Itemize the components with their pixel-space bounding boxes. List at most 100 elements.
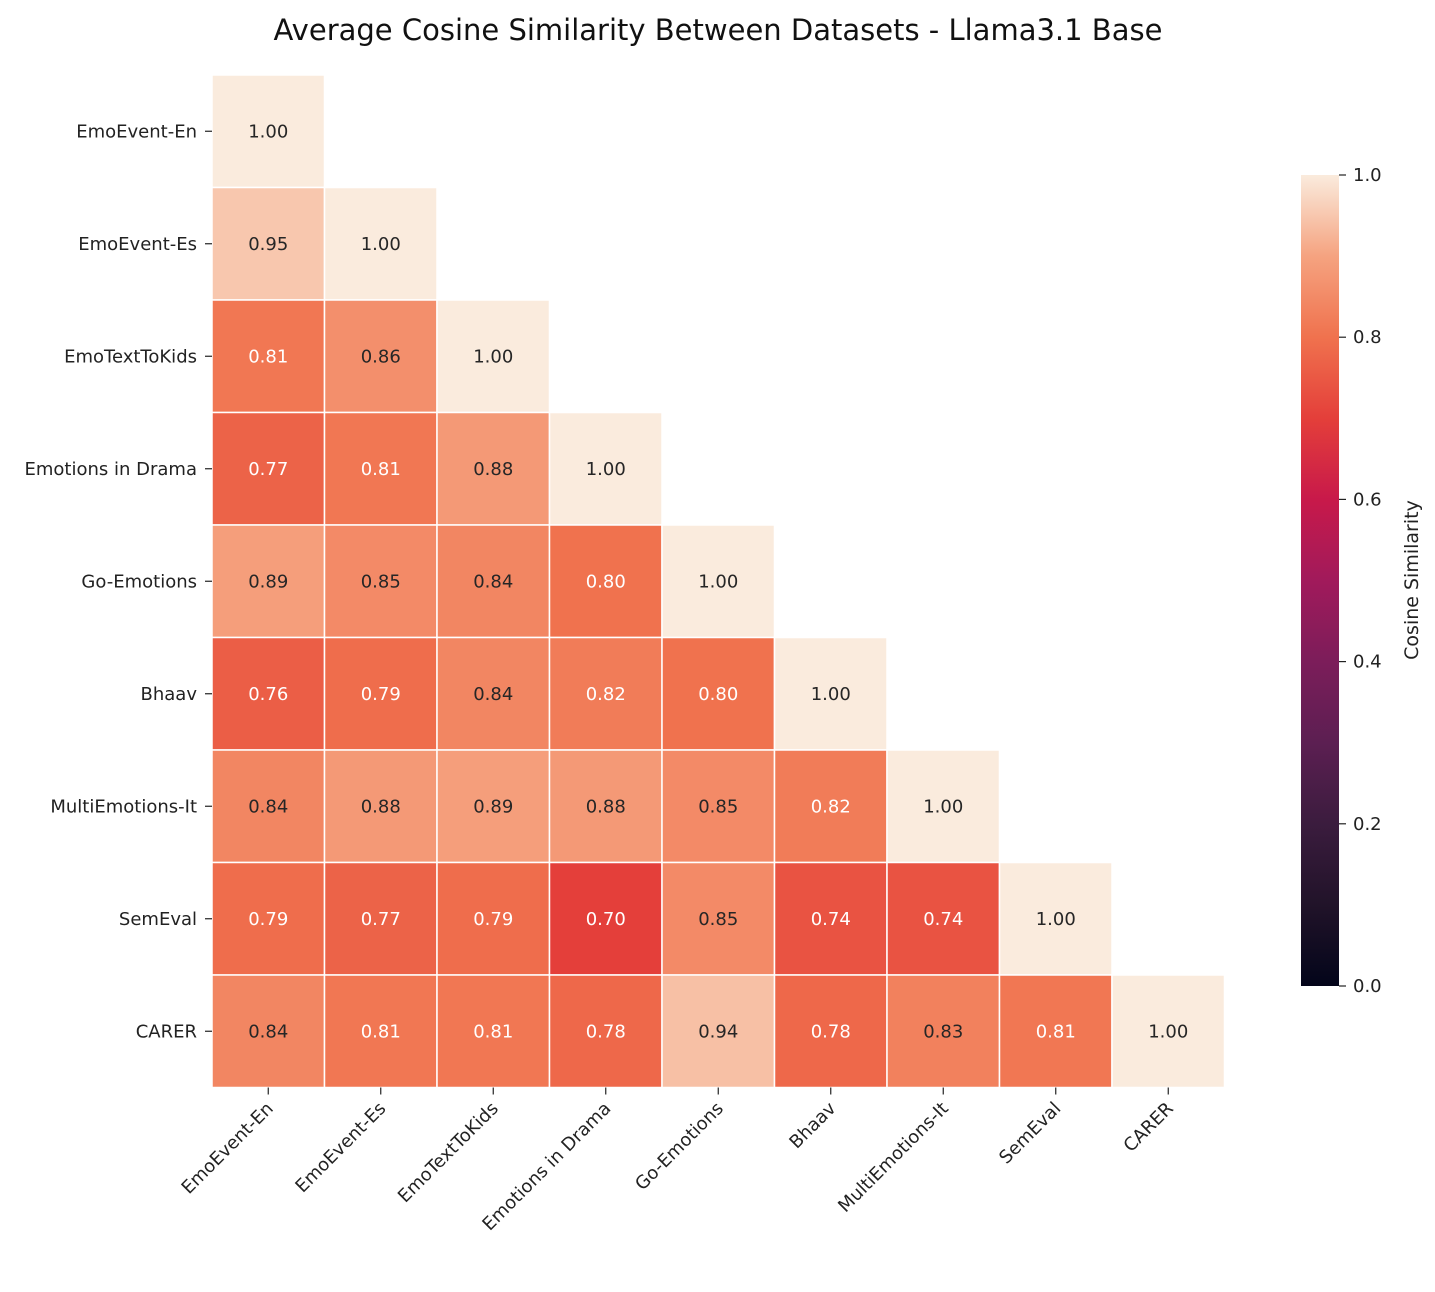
heatmap-cell-8-8: [1111, 974, 1226, 1089]
heatmap-cell-3-3: [548, 411, 663, 526]
cell-value-label-0-0: 1.00: [248, 121, 288, 142]
cell-value-label-8-1: 0.81: [361, 1021, 401, 1042]
cell-value-label-7-6: 0.74: [923, 909, 963, 930]
heatmap-cells: 1.00 0.95 1.00 0.81 0.86 1.00 0.77 0.81 0.88 1.00…: [211, 74, 1226, 1089]
cell-value-label-5-1: 0.79: [361, 684, 401, 705]
heatmap-cell-8-3: [548, 974, 663, 1089]
heatmap-cell-5-4: [661, 636, 776, 751]
cell-value-label-7-3: 0.70: [586, 909, 626, 930]
cell-value-label-3-0: 0.77: [248, 459, 288, 480]
cell-value-label-5-4: 0.80: [698, 684, 738, 705]
cell-value-label-4-1: 0.85: [361, 571, 401, 592]
heatmap-cell-2-2: [436, 299, 551, 414]
heatmap-cell-5-1: [323, 636, 438, 751]
heatmap-cell-4-1: [323, 524, 438, 639]
heatmap-cell-2-0: [211, 299, 326, 414]
cell-value-label-1-1: 1.00: [361, 234, 401, 255]
heatmap-cell-8-0: [211, 974, 326, 1089]
cell-value-label-4-4: 1.00: [698, 571, 738, 592]
cell-value-label-7-4: 0.85: [698, 909, 738, 930]
row-label-go-emotions: Go-Emotions: [81, 571, 197, 592]
heatmap-cell-6-0: [211, 749, 326, 864]
heatmap-cell-5-3: [548, 636, 663, 751]
column-label-emotions-in-drama: Emotions in Drama: [478, 1098, 615, 1235]
heatmap-cell-8-2: [436, 974, 551, 1089]
cell-value-label-2-0: 0.81: [248, 346, 288, 367]
cell-value-label-2-1: 0.86: [361, 346, 401, 367]
heatmap-cell-6-3: [548, 749, 663, 864]
row-label-bhaav: Bhaav: [141, 684, 198, 705]
row-label-emotexttokids: EmoTextToKids: [64, 346, 197, 367]
colorbar-tick-label: 1.0: [1353, 165, 1382, 186]
cell-value-label-8-5: 0.78: [811, 1021, 851, 1042]
cell-value-label-8-7: 0.81: [1036, 1021, 1076, 1042]
cell-value-label-8-3: 0.78: [586, 1021, 626, 1042]
row-label-emoevent-en: EmoEvent-En: [76, 121, 197, 142]
colorbar-label: Cosine Similarity: [1401, 500, 1423, 660]
heatmap-cell-5-5: [773, 636, 888, 751]
colorbar-tick-label: 0.4: [1353, 652, 1382, 673]
column-label-go-emotions: Go-Emotions: [631, 1098, 728, 1195]
cell-value-label-3-1: 0.81: [361, 459, 401, 480]
cell-value-label-5-3: 0.82: [586, 684, 626, 705]
cell-value-label-5-5: 1.00: [811, 684, 851, 705]
column-label-multiemotions-it: MultiEmotions-It: [834, 1098, 953, 1217]
column-label-emotexttokids: EmoTextToKids: [394, 1098, 503, 1207]
row-label-semeval: SemEval: [119, 909, 197, 930]
row-label-emoevent-es: EmoEvent-Es: [78, 234, 197, 255]
heatmap-cell-2-1: [323, 299, 438, 414]
cell-value-label-5-0: 0.76: [248, 684, 288, 705]
heatmap-cell-6-5: [773, 749, 888, 864]
heatmap-cell-8-6: [886, 974, 1001, 1089]
cell-value-label-6-6: 1.00: [923, 796, 963, 817]
cell-value-label-7-0: 0.79: [248, 909, 288, 930]
cell-value-label-8-0: 0.84: [248, 1021, 288, 1042]
cell-value-label-8-4: 0.94: [698, 1021, 738, 1042]
cell-value-label-7-2: 0.79: [473, 909, 513, 930]
heatmap-cell-7-2: [436, 861, 551, 976]
heatmap-cell-4-2: [436, 524, 551, 639]
heatmap-cell-8-1: [323, 974, 438, 1089]
colorbar-tick-label: 0.8: [1353, 327, 1382, 348]
cell-value-label-6-4: 0.85: [698, 796, 738, 817]
row-label-carer: CARER: [136, 1021, 197, 1042]
heatmap-cell-7-6: [886, 861, 1001, 976]
heatmap-cell-6-1: [323, 749, 438, 864]
heatmap-cell-1-0: [211, 186, 326, 301]
cell-value-label-3-2: 0.88: [473, 459, 513, 480]
column-label-emoevent-es: EmoEvent-Es: [291, 1098, 390, 1197]
column-label-carer: CARER: [1120, 1098, 1178, 1156]
cell-value-label-4-3: 0.80: [586, 571, 626, 592]
colorbar-tick-label: 0.6: [1353, 489, 1382, 510]
cell-value-label-8-8: 1.00: [1148, 1021, 1188, 1042]
row-label-multiemotions-it: MultiEmotions-It: [50, 796, 197, 817]
heatmap-cell-7-7: [998, 861, 1113, 976]
cell-value-label-6-0: 0.84: [248, 796, 288, 817]
row-tick-labels: EmoEvent-En EmoEvent-Es EmoTextToKids Emoti…: [25, 121, 212, 1042]
column-tick-labels: EmoEvent-En EmoEvent-Es EmoTextToKidsEmoti…: [178, 1087, 1178, 1235]
cell-value-label-6-3: 0.88: [586, 796, 626, 817]
cell-value-label-7-7: 1.00: [1036, 909, 1076, 930]
cell-value-label-1-0: 0.95: [248, 234, 288, 255]
cell-value-label-4-0: 0.89: [248, 571, 288, 592]
heatmap-cell-6-6: [886, 749, 1001, 864]
cell-value-label-6-5: 0.82: [811, 796, 851, 817]
cell-value-label-6-2: 0.89: [473, 796, 513, 817]
cell-value-label-3-3: 1.00: [586, 459, 626, 480]
heatmap-cell-4-3: [548, 524, 663, 639]
heatmap-cell-1-1: [323, 186, 438, 301]
column-label-bhaav: Bhaav: [785, 1098, 840, 1153]
cell-value-label-2-2: 1.00: [473, 346, 513, 367]
column-label-semeval: SemEval: [995, 1098, 1065, 1168]
cell-value-label-7-5: 0.74: [811, 909, 851, 930]
heatmap-cell-3-1: [323, 411, 438, 526]
cell-value-label-5-2: 0.84: [473, 684, 513, 705]
colorbar-tick-label: 0.0: [1353, 976, 1382, 997]
colorbar-tick-label: 0.2: [1353, 814, 1382, 835]
cell-value-label-8-2: 0.81: [473, 1021, 513, 1042]
colorbar-ticks: 0.0 0.2 0.4 0.6 0.8 1.0: [1339, 165, 1382, 997]
cell-value-label-4-2: 0.84: [473, 571, 513, 592]
heatmap-cell-4-4: [661, 524, 776, 639]
heatmap-cell-0-0: [211, 74, 326, 189]
